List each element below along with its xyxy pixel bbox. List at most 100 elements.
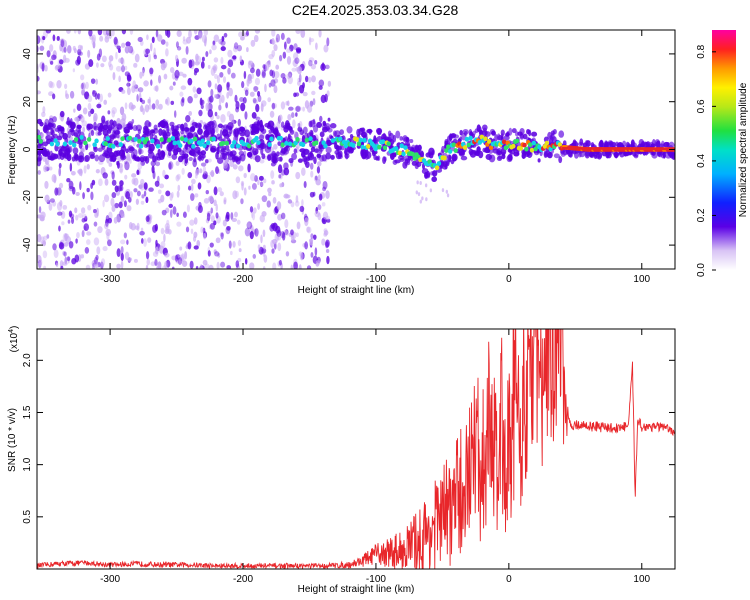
- spectrogram-cell: [240, 180, 245, 187]
- spectrogram-cell: [193, 156, 197, 163]
- spectrogram-cell: [80, 147, 85, 153]
- spectrogram-cell: [289, 129, 295, 135]
- spectrogram-xtick-label: -200: [233, 274, 253, 285]
- spectrogram-cell: [261, 71, 266, 79]
- spectrogram-cell: [211, 44, 217, 51]
- spectrogram-cell: [75, 238, 78, 244]
- spectrogram-cell: [308, 36, 312, 46]
- spectrogram-cell: [182, 36, 186, 42]
- spectrogram-cell: [145, 48, 150, 54]
- spectrogram-ridge-cell: [397, 150, 403, 156]
- spectrogram-cell: [126, 80, 130, 89]
- spectrogram-cell: [488, 154, 496, 163]
- spectrogram-cell: [273, 44, 278, 52]
- spectrogram-cell: [225, 102, 229, 109]
- spectrogram-cell: [207, 80, 212, 88]
- spectrogram-cell: [291, 152, 298, 161]
- spectrogram-cell: [207, 109, 213, 118]
- spectrogram-cell: [113, 216, 118, 224]
- spectrogram-cell: [228, 125, 233, 131]
- spectrogram-cell: [197, 127, 203, 135]
- spectrogram-cell: [80, 254, 85, 259]
- spectrogram-ridge-cell: [527, 142, 533, 148]
- spectrogram-cell: [127, 257, 133, 262]
- spectrogram-cell: [233, 42, 239, 50]
- spectrogram-cell: [56, 211, 63, 216]
- spectrogram-cell: [219, 71, 224, 78]
- spectrogram-cell: [279, 183, 283, 188]
- spectrogram-cell: [109, 63, 114, 71]
- spectrogram-cell: [126, 82, 131, 87]
- spectrogram-cell: [76, 103, 82, 112]
- spectrogram-cell: [325, 64, 330, 70]
- spectrogram-cell: [424, 183, 428, 188]
- spectrogram-cell: [127, 145, 134, 153]
- spectrogram-cell: [238, 248, 242, 253]
- spectrogram-cell: [228, 87, 233, 97]
- spectrogram-cell: [151, 129, 156, 137]
- spectrogram-cell: [75, 59, 81, 66]
- spectrogram-cell: [278, 54, 283, 62]
- spectrogram-cell: [655, 141, 661, 149]
- spectrogram-ridge-cell: [358, 137, 363, 143]
- spectrogram-cell: [155, 104, 160, 110]
- spectrogram-ridge-cell: [192, 136, 198, 142]
- spectrogram-ridge-cell: [118, 142, 123, 147]
- spectrogram-cell: [220, 40, 226, 46]
- spectrogram-cell: [298, 73, 302, 83]
- spectrogram-ridge-cell: [53, 138, 58, 143]
- spectrogram-cell: [283, 41, 287, 50]
- spectrogram-cell: [247, 163, 251, 173]
- spectrogram-cell: [177, 257, 183, 265]
- spectrogram-cell: [216, 146, 220, 155]
- spectrogram-cell: [253, 207, 257, 214]
- snr-series-line: [37, 329, 675, 569]
- spectrogram-ytick-label: 0: [22, 146, 33, 152]
- spectrogram-cell: [264, 145, 272, 154]
- spectrogram-cell: [125, 41, 131, 47]
- spectrogram-cell: [40, 239, 46, 245]
- spectrogram-cell: [91, 37, 96, 46]
- spectrogram-cell: [262, 266, 266, 269]
- spectrogram-cell: [169, 121, 175, 127]
- spectrogram-cell: [267, 187, 272, 193]
- spectrogram-cell: [86, 231, 92, 236]
- spectrogram-cell: [261, 69, 266, 77]
- snr-multiplier: (x104): [8, 326, 20, 353]
- spectrogram-cell: [323, 232, 328, 237]
- spectrogram-cell: [62, 54, 67, 64]
- spectrogram-cell: [54, 127, 60, 132]
- spectrogram-cell: [306, 265, 312, 269]
- spectrogram-cell: [51, 54, 57, 61]
- spectrogram-cell: [324, 241, 329, 249]
- spectrogram-ridge-cell: [338, 136, 343, 142]
- spectrogram-cell: [87, 102, 92, 111]
- spectrogram-cell: [460, 155, 468, 161]
- spectrogram-cell: [180, 98, 185, 107]
- spectrogram-cell: [298, 121, 303, 128]
- spectrogram-cell: [243, 172, 247, 179]
- spectrogram-ridge-cell: [401, 151, 406, 157]
- spectrogram-cell: [137, 87, 144, 93]
- spectrogram-ridge-cell: [150, 138, 155, 144]
- spectrogram-cell: [90, 129, 95, 136]
- spectrogram-cell: [273, 78, 279, 84]
- spectrogram-cell: [208, 264, 214, 269]
- spectrogram-cell: [68, 210, 73, 218]
- spectrogram-cell: [145, 264, 149, 269]
- spectrogram-cell: [116, 263, 121, 269]
- spectrogram-cell: [42, 235, 48, 241]
- spectrogram-cell: [321, 202, 326, 207]
- spectrogram-cell: [96, 103, 102, 109]
- spectrogram-cell: [121, 213, 126, 218]
- spectrogram-cell: [119, 168, 123, 173]
- spectrogram-cell: [120, 260, 124, 269]
- spectrogram-cell: [240, 102, 246, 112]
- spectrogram-ridge-cell: [412, 155, 417, 161]
- spectrogram-ridge-cell: [343, 143, 349, 149]
- spectrogram-ridge-cell: [189, 138, 194, 144]
- spectrogram-cell: [310, 251, 314, 258]
- spectrogram-ridge-cell: [166, 137, 172, 143]
- spectrogram-ridge-cell: [557, 142, 563, 148]
